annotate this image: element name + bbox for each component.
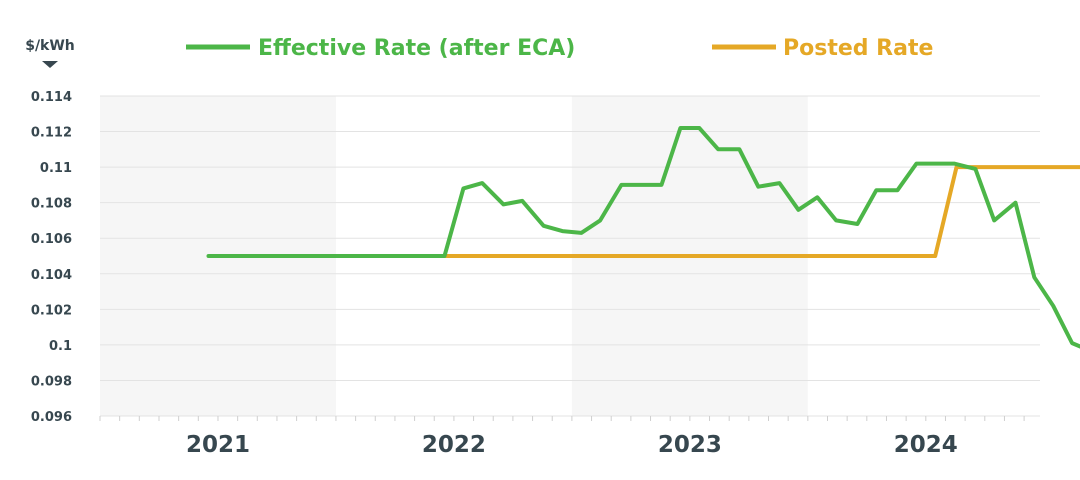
y-tick-label: 0.098 (31, 374, 72, 389)
y-tick-label: 0.102 (31, 303, 72, 318)
series-lines (206, 126, 1080, 349)
x-year-label-2024: 2024 (894, 432, 958, 458)
x-year-label-2021: 2021 (186, 432, 250, 458)
y-tick-label: 0.106 (31, 232, 72, 247)
x-year-label-2023: 2023 (658, 432, 722, 458)
y-tick-label: 0.11 (40, 161, 72, 176)
x-minor-ticks (99, 416, 1025, 421)
y-axis-unit-label: $/kWh (25, 38, 75, 54)
y-tick-label: 0.104 (31, 268, 72, 283)
x-year-label-2022: 2022 (422, 432, 486, 458)
series-line-effective-rate (206, 126, 1080, 349)
series-line-posted-rate (442, 165, 1080, 258)
y-tick-labels: 0.114 0.112 0.11 0.108 0.106 0.104 0.102 0.1 0.0… (31, 90, 72, 425)
chevron-down-icon (42, 61, 58, 68)
y-tick-label: 0.114 (31, 90, 72, 105)
x-year-labels: 2021 2022 2023 2024 (186, 432, 958, 458)
legend-label-posted: Posted Rate (783, 36, 933, 61)
y-tick-label: 0.108 (31, 197, 72, 212)
y-tick-label: 0.112 (31, 126, 72, 141)
legend-label-effective: Effective Rate (after ECA) (258, 36, 575, 61)
y-tick-label: 0.096 (31, 410, 72, 425)
grid-lines (100, 95, 1040, 417)
y-tick-label: 0.1 (49, 339, 72, 354)
legend: Effective Rate (after ECA) Posted Rate (186, 36, 933, 61)
